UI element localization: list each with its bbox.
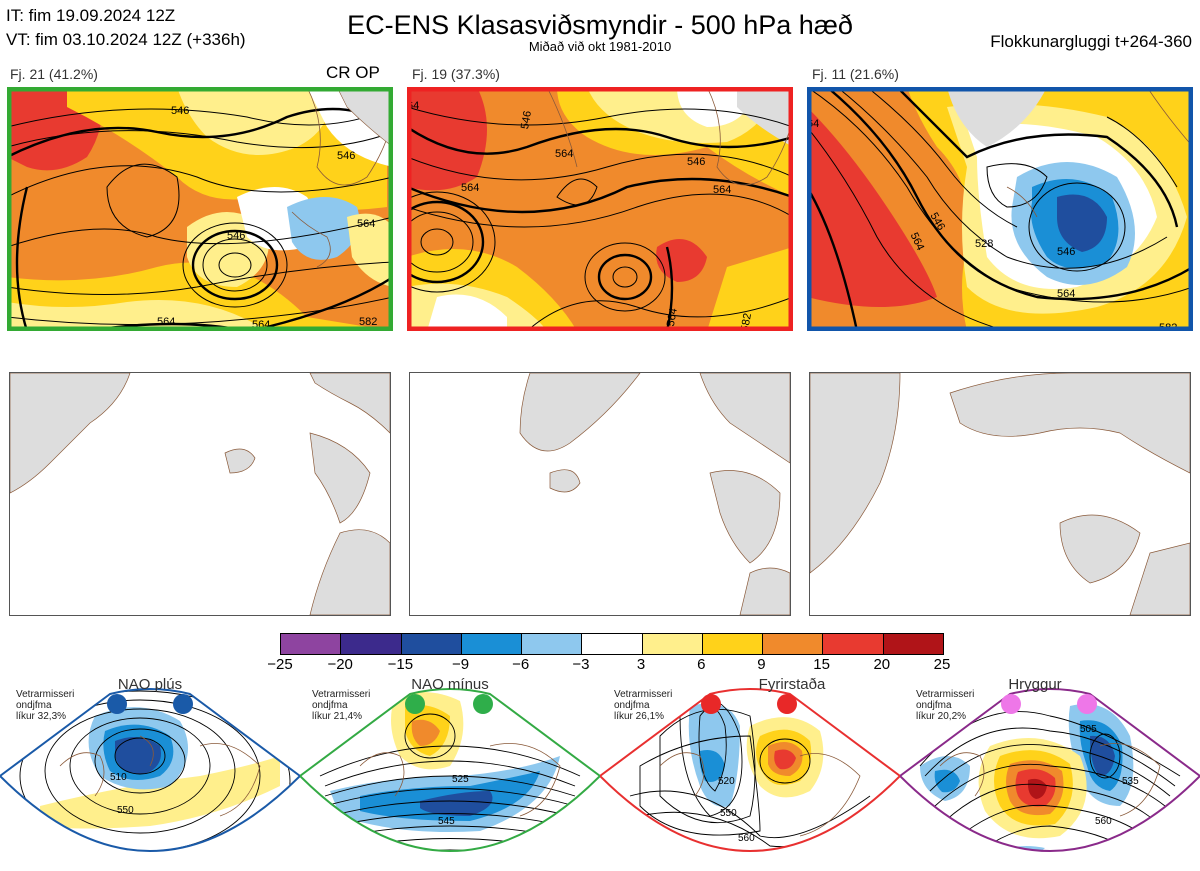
svg-text:550: 550 (720, 808, 737, 819)
svg-text:565: 565 (447, 851, 464, 862)
regime-nao-minus: 525 545 565 NAO mínus Vetrarmisseri ondjfma… (300, 676, 600, 871)
regime-2-title: NAO mínus (411, 676, 489, 693)
svg-text:564: 564 (357, 218, 375, 230)
colorbar-tick-label: −25 (267, 656, 293, 673)
cluster-2-map: 546 546 564 564 564 564 582 64 (407, 87, 793, 331)
colorbar-tick-label: −6 (512, 656, 530, 673)
svg-text:564: 564 (665, 307, 680, 327)
run-info: IT: fim 19.09.2024 12Z VT: fim 03.10.202… (6, 4, 246, 52)
anomaly-map-2 (409, 372, 791, 616)
svg-text:560: 560 (1095, 816, 1112, 827)
svg-text:510: 510 (110, 772, 127, 783)
colorbar (280, 633, 944, 655)
cluster-1-label: Fj. 21 (41.2%) (10, 66, 98, 82)
regime-1-info: Vetrarmisseri ondjfma líkur 32,3% (16, 689, 75, 722)
svg-text:525: 525 (452, 774, 469, 785)
colorbar-swatch (281, 634, 342, 654)
svg-text:546: 546 (1057, 246, 1075, 258)
colorbar-swatch (823, 634, 884, 654)
svg-text:528: 528 (975, 238, 993, 250)
regime-nao-plus: 510 550 NAO plús Vetrarmisseri ondjfma líku… (0, 676, 300, 871)
colorbar-swatch (341, 634, 402, 654)
cluster-2-label: Fj. 19 (37.3%) (412, 66, 500, 82)
colorbar-tick-label: −20 (327, 656, 353, 673)
colorbar-tick-label: 9 (757, 656, 766, 673)
svg-text:564: 564 (461, 182, 479, 194)
cluster-3-map: 564 546 528 546 564 64 582 (807, 87, 1193, 331)
regime-2-info: Vetrarmisseri ondjfma líkur 21,4% (312, 689, 371, 722)
colorbar-tick-label: −15 (387, 656, 414, 673)
regime-blocking: 520 550 560 Fyrirstaða Vetrarmisseri ondjfm… (600, 676, 900, 871)
colorbar-tick-label: 3 (636, 656, 646, 673)
regime-3-title: Fyrirstaða (758, 676, 826, 693)
colorbar-swatch (582, 634, 643, 654)
regime-1-title: NAO plús (117, 676, 183, 693)
svg-text:582: 582 (739, 312, 754, 331)
colorbar-tick-label: −3 (572, 656, 590, 673)
regime-1-markers (107, 694, 193, 714)
svg-text:535: 535 (1122, 776, 1139, 787)
regime-ridge: 505 535 560 Hryggur Vetrarmisseri ondjfma lí… (900, 676, 1200, 871)
anomaly-map-1 (9, 372, 391, 616)
anomaly-map-3 (809, 372, 1191, 616)
svg-text:564: 564 (713, 184, 731, 196)
svg-text:545: 545 (438, 816, 455, 827)
regime-4-title: Hryggur (1008, 676, 1062, 693)
svg-text:546: 546 (687, 156, 705, 168)
svg-text:520: 520 (718, 776, 735, 787)
regime-4-info: Vetrarmisseri ondjfma líkur 20,2% (916, 689, 975, 722)
classification-window: Flokkunargluggi t+264-360 (990, 32, 1192, 51)
regime-4-markers (1001, 694, 1097, 714)
colorbar-tick-label: 25 (933, 656, 951, 673)
svg-text:546: 546 (337, 150, 355, 162)
svg-text:505: 505 (1080, 724, 1097, 735)
svg-text:560: 560 (738, 833, 755, 844)
page-title: EC-ENS Klasasviðsmyndir - 500 hPa hæð (347, 10, 853, 40)
colorbar-swatch (763, 634, 824, 654)
colorbar-tick-label: 20 (873, 656, 891, 673)
colorbar-tick-label: 6 (697, 656, 706, 673)
svg-text:546: 546 (227, 230, 245, 242)
valid-time: VT: fim 03.10.2024 12Z (+336h) (6, 30, 246, 49)
svg-text:546: 546 (171, 105, 189, 117)
svg-text:564: 564 (555, 148, 573, 160)
svg-text:546: 546 (519, 110, 534, 130)
colorbar-swatch (642, 634, 703, 654)
regime-3-info: Vetrarmisseri ondjfma líkur 26,1% (614, 689, 673, 722)
svg-text:564: 564 (1057, 288, 1075, 300)
svg-text:550: 550 (117, 805, 134, 816)
colorbar-tick-label: −9 (451, 656, 470, 673)
colorbar-swatch (522, 634, 583, 654)
cluster-1-tag: CR OP (326, 63, 380, 82)
cluster-3-label: Fj. 11 (21.6%) (812, 66, 899, 82)
page-subtitle: Miðað við okt 1981-2010 (528, 39, 672, 54)
colorbar-swatch (883, 634, 943, 654)
colorbar-tick-label: 15 (813, 656, 830, 673)
init-time: IT: fim 19.09.2024 12Z (6, 6, 176, 25)
colorbar-swatch (401, 634, 462, 654)
regime-3-markers (701, 694, 797, 714)
svg-text:582: 582 (359, 316, 377, 328)
svg-text:564: 564 (157, 316, 175, 328)
colorbar-swatch (461, 634, 523, 654)
cluster-1-map: 546 546 546 564 564 564 582 (7, 87, 393, 331)
regime-2-markers (405, 694, 493, 714)
colorbar-swatch (702, 634, 764, 654)
